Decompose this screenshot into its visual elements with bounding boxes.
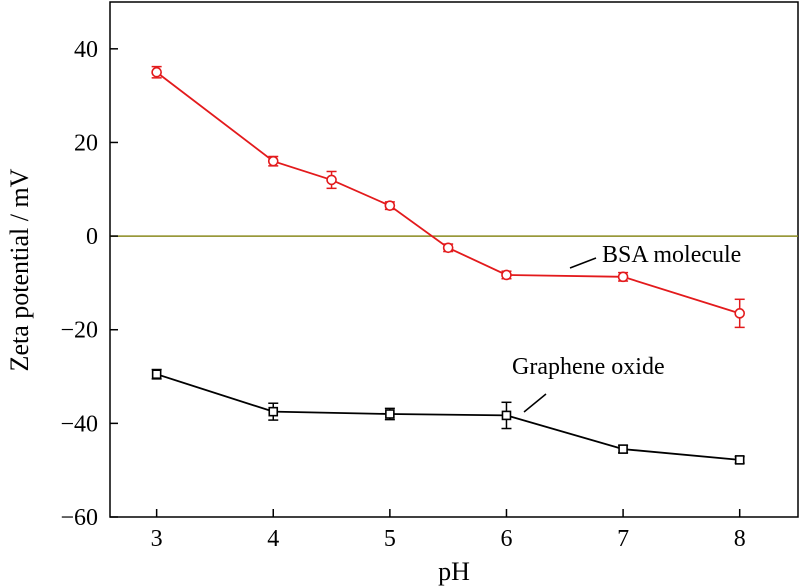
y-axis-title: Zeta potential / mV — [5, 168, 34, 371]
data-point — [442, 242, 454, 254]
x-axis-title: pH — [438, 557, 470, 586]
series-bsa — [151, 65, 745, 329]
bsa-label-leader — [569, 257, 597, 269]
x-tick-label: 6 — [500, 526, 512, 552]
series-graphene-oxide — [151, 368, 745, 465]
x-tick-label: 7 — [617, 526, 629, 552]
x-tick-label: 4 — [267, 526, 279, 552]
x-tick-label: 3 — [151, 526, 163, 552]
y-axis-ticks: −60 −40 −20 0 20 40 — [60, 37, 118, 531]
data-point — [267, 155, 279, 167]
data-point — [501, 410, 512, 421]
y-tick-label: −40 — [60, 411, 98, 437]
plot-frame — [109, 1, 799, 518]
x-tick-label: 5 — [384, 526, 396, 552]
data-point — [617, 271, 629, 283]
data-point — [385, 409, 395, 419]
data-point — [384, 200, 396, 211]
data-point — [618, 444, 628, 454]
data-point — [268, 406, 279, 417]
data-point — [151, 66, 162, 78]
bsa-series-label: BSA molecule — [602, 242, 741, 268]
data-point — [734, 308, 745, 319]
x-tick-label: 8 — [734, 526, 746, 552]
y-tick-label: 40 — [74, 37, 98, 63]
go-series-label: Graphene oxide — [512, 354, 665, 380]
data-point — [326, 174, 337, 186]
y-tick-label: 0 — [86, 224, 98, 250]
data-point — [501, 269, 512, 281]
data-point — [151, 369, 162, 380]
series-line — [156, 71, 740, 315]
go-label-leader — [523, 393, 547, 413]
series-line — [156, 373, 740, 461]
data-point — [734, 455, 745, 465]
x-axis-ticks: 3 4 5 6 7 8 — [151, 509, 746, 552]
series-layer — [151, 65, 745, 465]
y-tick-label: −60 — [60, 505, 98, 531]
y-tick-label: 20 — [74, 130, 98, 156]
y-tick-label: −20 — [60, 318, 98, 344]
